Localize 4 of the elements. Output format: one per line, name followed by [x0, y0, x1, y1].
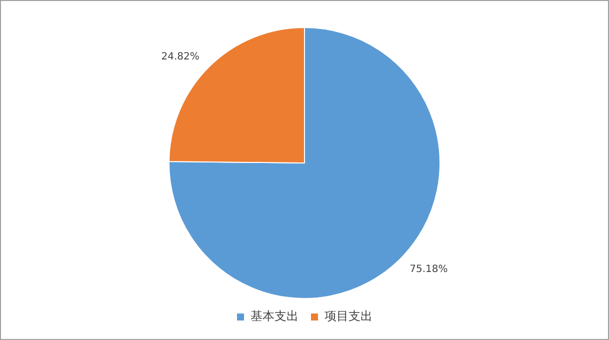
legend-label: 基本支出 [250, 309, 298, 324]
legend-label: 项目支出 [324, 309, 372, 324]
data-label: 75.18% [410, 264, 448, 275]
data-label: 24.82% [161, 51, 200, 62]
